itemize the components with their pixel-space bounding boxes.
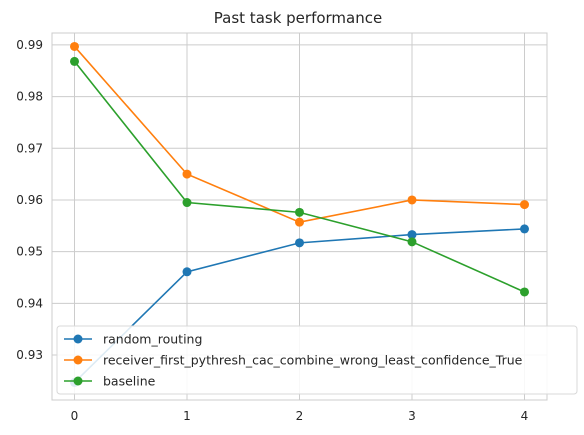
y-tick-label: 0.94	[16, 296, 43, 310]
y-tick-label: 0.98	[16, 90, 43, 104]
legend-marker	[74, 377, 83, 386]
y-axis: 0.93 0.94 0.95 0.96 0.97 0.98 0.99	[16, 38, 43, 362]
y-tick-label: 0.95	[16, 245, 43, 259]
legend-label: baseline	[103, 374, 156, 389]
data-point	[408, 237, 417, 246]
data-point	[520, 224, 529, 233]
data-point	[295, 208, 304, 217]
data-point	[70, 42, 79, 51]
chart-title: Past task performance	[214, 9, 382, 27]
data-point	[520, 287, 529, 296]
data-point	[408, 195, 417, 204]
y-tick-label: 0.97	[16, 141, 43, 155]
y-tick-label: 0.96	[16, 193, 43, 207]
legend-label: random_routing	[103, 332, 202, 347]
legend-marker	[74, 356, 83, 365]
data-point	[183, 170, 192, 179]
data-point	[295, 238, 304, 247]
data-point	[183, 198, 192, 207]
legend-label: receiver_first_pythresh_cac_combine_wron…	[103, 353, 523, 368]
x-tick-label: 0	[71, 409, 79, 423]
x-tick-label: 1	[183, 409, 191, 423]
x-tick-label: 3	[408, 409, 416, 423]
y-tick-label: 0.93	[16, 348, 43, 362]
x-axis: 0 1 2 3 4	[71, 409, 529, 423]
y-tick-label: 0.99	[16, 38, 43, 52]
data-point	[183, 267, 192, 276]
x-tick-label: 2	[296, 409, 304, 423]
legend: random_routing receiver_first_pythresh_ca…	[57, 326, 577, 394]
data-point	[70, 57, 79, 66]
x-tick-label: 4	[521, 409, 529, 423]
legend-marker	[74, 335, 83, 344]
data-point	[295, 218, 304, 227]
data-point	[520, 200, 529, 209]
